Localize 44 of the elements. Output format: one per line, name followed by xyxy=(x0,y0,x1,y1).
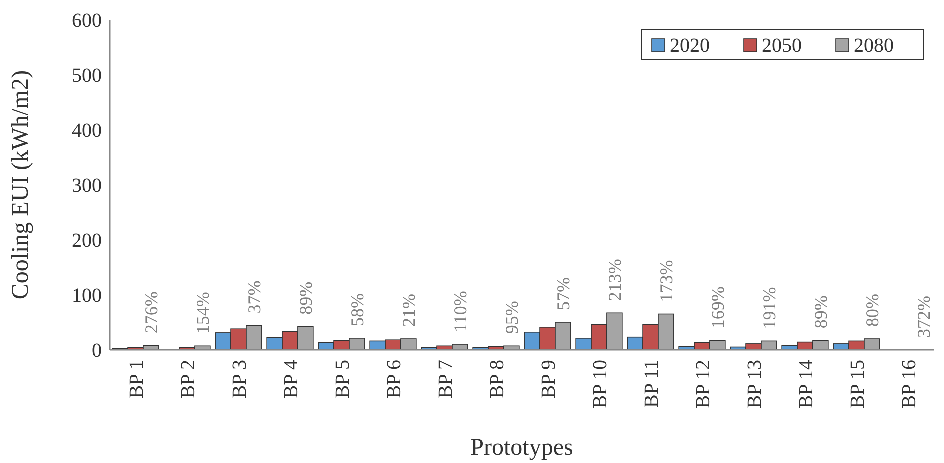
y-tick-label: 100 xyxy=(72,285,102,307)
x-tick-label: BP 4 xyxy=(280,360,302,399)
annotation: 37% xyxy=(244,280,264,314)
x-tick-label: BP 14 xyxy=(795,360,818,409)
y-tick-label: 400 xyxy=(72,120,102,142)
x-tick-label: BP 15 xyxy=(846,360,869,409)
y-axis-title: Cooling EUI (kWh/m2) xyxy=(8,70,34,300)
annotation: 57% xyxy=(554,278,574,310)
y-tick-label: 500 xyxy=(72,65,102,87)
annotation: 89% xyxy=(296,282,316,315)
annotation: 95% xyxy=(502,301,522,334)
annotation: 80% xyxy=(862,294,882,327)
annotation: 169% xyxy=(708,286,728,329)
x-tick-label: BP 1 xyxy=(126,360,148,399)
x-tick-label: BP 2 xyxy=(177,360,200,399)
annotation: 191% xyxy=(760,287,780,330)
x-tick-label: BP 9 xyxy=(538,360,560,399)
y-tick-label: 300 xyxy=(72,175,102,197)
legend-label: 2020 xyxy=(670,35,710,57)
annotation: 213% xyxy=(605,259,625,302)
y-tick-label: 0 xyxy=(92,340,102,362)
x-tick-label: BP 3 xyxy=(228,360,251,399)
x-tick-label: BP 11 xyxy=(640,360,663,408)
x-tick-label: BP 10 xyxy=(589,360,612,409)
annotation: 110% xyxy=(450,291,470,332)
annotation: 173% xyxy=(656,260,676,302)
y-tick-label: 200 xyxy=(72,230,102,252)
annotation: 276% xyxy=(142,292,162,334)
annotation: 89% xyxy=(811,296,831,329)
y-tick-label: 600 xyxy=(72,10,102,32)
x-tick-label: BP 13 xyxy=(744,360,766,409)
annotation: 372% xyxy=(914,296,934,338)
legend-label: 2050 xyxy=(762,35,802,57)
x-tick-label: BP 7 xyxy=(434,360,457,399)
x-tick-label: BP 16 xyxy=(898,360,920,409)
x-axis-title: Prototypes xyxy=(470,435,574,461)
x-tick-label: BP 6 xyxy=(383,360,406,399)
legend-label: 2080 xyxy=(854,35,894,57)
x-tick-label: BP 12 xyxy=(692,360,714,409)
annotation: 154% xyxy=(193,292,213,334)
annotation: 21% xyxy=(399,294,419,327)
x-tick-label: BP 8 xyxy=(486,360,508,399)
annotation: 58% xyxy=(348,293,368,326)
x-tick-label: BP 5 xyxy=(332,360,354,399)
